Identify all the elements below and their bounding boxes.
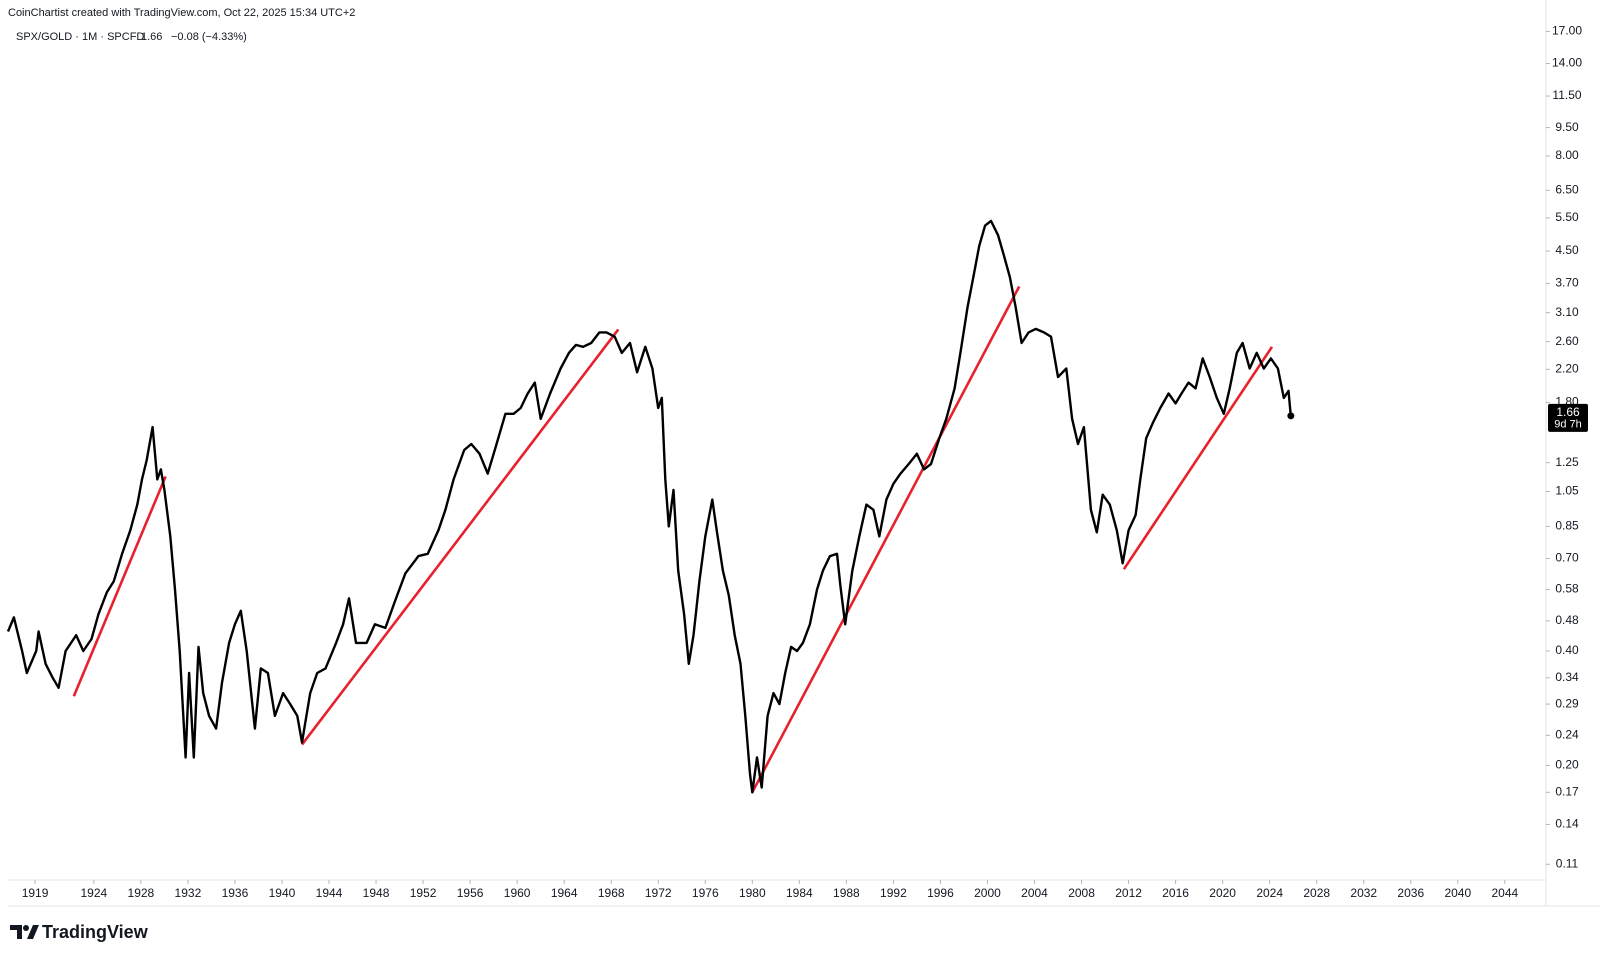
y-tick-label: 3.70 [1555,276,1579,290]
price-label-box [1548,403,1588,432]
x-tick-label: 1919 [22,886,49,900]
x-tick-label: 1952 [410,886,437,900]
y-tick-label: 2.60 [1555,334,1579,348]
change: −0.08 (−4.33%) [171,31,247,43]
x-tick-label: 2020 [1209,886,1236,900]
y-tick-label: 5.50 [1555,210,1579,224]
y-tick-label: 1.05 [1555,484,1579,498]
x-tick-label: 2008 [1068,886,1095,900]
y-tick-label: 8.00 [1555,148,1579,162]
trendline [1122,346,1274,570]
credit: CoinChartist created with TradingView.co… [8,7,355,19]
x-tick-label: 1980 [739,886,766,900]
y-tick-label: 0.29 [1555,696,1579,710]
y-tick-label: 3.10 [1555,305,1579,319]
y-tick-label: 0.40 [1555,643,1579,657]
trendline [72,475,167,697]
x-tick-label: 1944 [316,886,343,900]
chart-title: SPX/GOLD · 1M · SPCFD [16,31,144,43]
x-tick-label: 1972 [645,886,672,900]
x-tick-label: 2004 [1021,886,1048,900]
x-tick-label: 1968 [598,886,625,900]
x-tick-label: 1976 [692,886,719,900]
x-tick-label: 2036 [1397,886,1424,900]
countdown-label: 9d 7h [1554,419,1582,431]
y-tick-label: 11.50 [1552,88,1581,102]
x-tick-label: 1936 [222,886,249,900]
x-tick-label: 1992 [880,886,907,900]
x-tick-label: 1924 [80,886,107,900]
brand-name: TradingView [42,922,149,942]
y-tick-label: 0.34 [1555,670,1579,684]
x-tick-label: 1928 [128,886,155,900]
y-tick-label: 4.50 [1555,243,1579,257]
y-tick-label: 2.20 [1555,361,1579,375]
x-tick-label: 1932 [175,886,202,900]
y-tick-label: 6.50 [1555,182,1579,196]
x-tick-label: 2000 [974,886,1001,900]
x-tick-label: 2028 [1303,886,1330,900]
y-tick-label: 0.14 [1555,817,1579,831]
y-tick-label: 0.48 [1555,613,1579,627]
y-tick-label: 0.11 [1556,856,1579,870]
x-tick-label: 1964 [551,886,578,900]
last-value: 1.66 [141,31,162,43]
trendline [751,285,1021,793]
x-tick-label: 2040 [1444,886,1471,900]
y-tick-label: 0.58 [1555,582,1579,596]
x-tick-label: 1988 [833,886,860,900]
x-tick-label: 1996 [927,886,954,900]
x-tick-label: 2024 [1256,886,1283,900]
x-tick-label: 1956 [457,886,484,900]
price-label: 1.66 [1556,405,1580,419]
y-tick-label: 0.85 [1555,519,1579,533]
y-tick-label: 0.70 [1555,551,1579,565]
x-tick-label: 1940 [269,886,296,900]
x-tick-label: 2032 [1350,886,1377,900]
x-tick-label: 1960 [504,886,531,900]
x-tick-label: 2012 [1115,886,1142,900]
trendline [300,328,620,746]
y-tick-label: 0.17 [1555,784,1579,798]
x-tick-label: 2016 [1162,886,1189,900]
x-tick-label: 2044 [1491,886,1518,900]
x-tick-label: 1984 [786,886,813,900]
y-tick-label: 17.00 [1552,24,1582,38]
y-tick-label: 1.25 [1555,455,1579,469]
x-tick-label: 1948 [363,886,390,900]
y-tick-label: 14.00 [1552,56,1582,70]
y-tick-label: 0.20 [1555,758,1579,772]
y-tick-label: 0.24 [1555,728,1579,742]
last-point [1287,412,1295,420]
y-tick-label: 9.50 [1555,120,1579,134]
brand-logo [10,925,39,939]
price-line [6,219,1292,794]
